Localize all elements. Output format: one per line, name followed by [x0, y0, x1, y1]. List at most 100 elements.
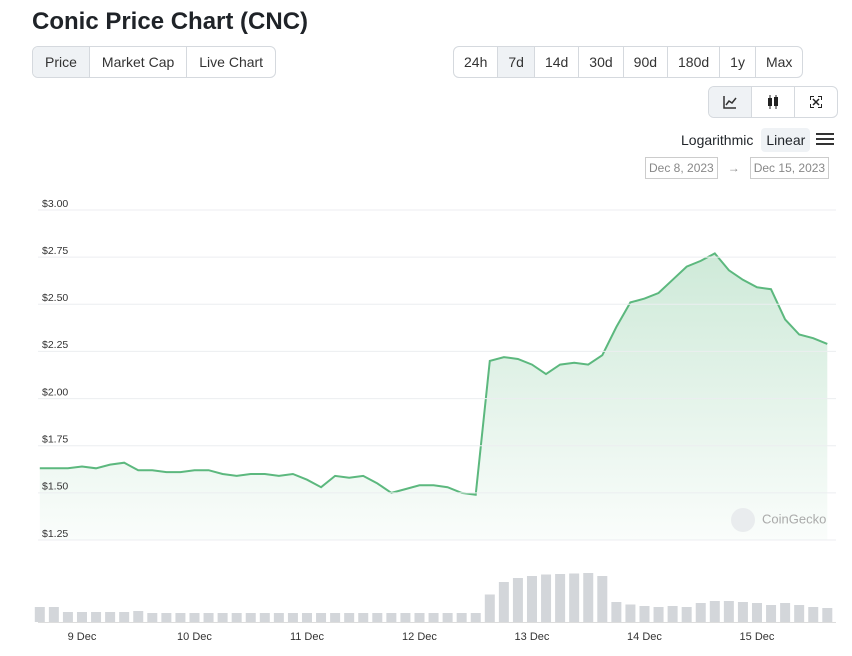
- y-tick-label: $1.75: [42, 433, 68, 445]
- range-button[interactable]: 180d: [668, 47, 721, 77]
- line-icon: [723, 96, 737, 109]
- volume-bar: [62, 612, 73, 622]
- y-tick-label: $1.25: [42, 528, 68, 540]
- volume-bar: [428, 613, 439, 622]
- page-title: Conic Price Chart (CNC): [32, 8, 309, 35]
- volume-bar: [91, 612, 102, 622]
- chart-type-group: [708, 86, 838, 118]
- x-tick-label: 12 Dec: [402, 631, 437, 643]
- volume-bar: [273, 613, 284, 622]
- tab[interactable]: Price: [33, 47, 90, 77]
- y-tick-label: $2.00: [42, 386, 68, 398]
- volume-bar: [442, 613, 453, 622]
- volume-bar: [667, 606, 678, 622]
- volume-bar: [597, 576, 608, 622]
- x-tick-label: 15 Dec: [740, 631, 775, 643]
- volume-bar: [780, 603, 791, 622]
- volume-bar: [76, 612, 87, 622]
- volume-bar: [456, 613, 467, 622]
- volume-bar: [555, 574, 566, 622]
- x-tick-label: 10 Dec: [177, 631, 212, 643]
- volume-bar: [330, 613, 341, 622]
- x-tick-label: 14 Dec: [627, 631, 662, 643]
- volume-bar: [484, 594, 495, 622]
- volume-bar: [808, 607, 819, 622]
- volume-bar: [512, 578, 523, 622]
- volume-bar: [147, 613, 158, 622]
- range-button[interactable]: 7d: [498, 47, 535, 77]
- volume-bar: [751, 603, 762, 622]
- volume-bar: [681, 607, 692, 622]
- volume-bar: [498, 582, 509, 622]
- volume-bar: [386, 613, 397, 622]
- volume-bar: [822, 608, 833, 622]
- range-button[interactable]: Max: [765, 54, 793, 70]
- volume-bar: [48, 607, 59, 622]
- volume-bar: [541, 574, 552, 622]
- volume-bar: [175, 613, 186, 622]
- volume-bar: [611, 602, 622, 622]
- volume-bar: [695, 603, 706, 622]
- volume-bar: [316, 613, 327, 622]
- line-chart-button[interactable]: [709, 87, 752, 117]
- volume-bar: [133, 611, 144, 622]
- candle-icon: [768, 95, 778, 109]
- volume-bar: [231, 613, 242, 622]
- volume-bar: [400, 613, 411, 622]
- volume-bar: [625, 604, 636, 622]
- range-button[interactable]: 30d: [579, 47, 624, 77]
- volume-bar: [119, 612, 130, 622]
- volume-bar: [105, 612, 116, 622]
- volume-bar: [34, 607, 45, 622]
- scale-switch: Logarithmic Linear: [681, 128, 811, 152]
- volume-bar: [794, 605, 805, 622]
- volume-bar: [653, 607, 664, 622]
- scale-option[interactable]: Linear: [761, 128, 811, 152]
- date-separator: →: [727, 161, 740, 175]
- date-to[interactable]: Dec 15, 2023: [749, 157, 830, 179]
- y-tick-label: $2.50: [42, 292, 68, 304]
- volume-bar: [301, 613, 312, 622]
- volume-bar: [203, 613, 214, 622]
- candle-chart-button[interactable]: [752, 87, 795, 117]
- watermark: CoinGecko: [762, 511, 826, 526]
- x-tick-label: 11 Dec: [290, 631, 325, 643]
- volume-bar: [259, 613, 270, 622]
- tab[interactable]: Market Cap: [90, 47, 188, 77]
- volume-bar: [526, 576, 537, 622]
- volume-bar: [723, 601, 734, 622]
- y-tick-label: $2.75: [42, 245, 68, 257]
- x-tick-label: 9 Dec: [68, 631, 97, 643]
- x-tick-label: 13 Dec: [515, 631, 550, 643]
- range-button[interactable]: 90d: [624, 47, 669, 77]
- date-range: Dec 8, 2023 → Dec 15, 2023: [645, 157, 830, 179]
- volume-bar: [245, 613, 256, 622]
- range-button[interactable]: 1y: [720, 47, 756, 77]
- volume-bar: [344, 613, 355, 622]
- volume-bar: [470, 613, 481, 622]
- volume-bar: [414, 613, 425, 622]
- volume-bar: [217, 613, 228, 622]
- chart: 15 Dec 14 Dec 13 Dec 12 Dec 11 Dec 10 Dec 9 De…: [34, 198, 836, 643]
- y-tick-label: $2.25: [42, 339, 68, 351]
- fullscreen-icon: [810, 96, 822, 108]
- volume-bar: [709, 601, 720, 622]
- scale-option[interactable]: Logarithmic: [681, 132, 754, 148]
- volume-bar: [161, 613, 172, 622]
- fullscreen-button[interactable]: [795, 87, 837, 117]
- volume-bar: [737, 602, 748, 622]
- volume-bar: [358, 613, 369, 622]
- volume-bar: [189, 613, 200, 622]
- tab[interactable]: Live Chart: [199, 54, 264, 70]
- range-button[interactable]: 24h: [454, 47, 499, 77]
- volume-bar: [766, 605, 777, 622]
- area: [39, 253, 828, 540]
- date-from[interactable]: Dec 8, 2023: [645, 157, 718, 179]
- menu-icon[interactable]: [816, 132, 834, 146]
- y-tick-label: $1.50: [42, 481, 68, 493]
- range-button[interactable]: 14d: [535, 47, 580, 77]
- volume-bar: [583, 573, 594, 622]
- volume-bar: [639, 606, 650, 622]
- range-group: 24h 7d 14d 30d 90d 180d 1y Max: [453, 46, 804, 78]
